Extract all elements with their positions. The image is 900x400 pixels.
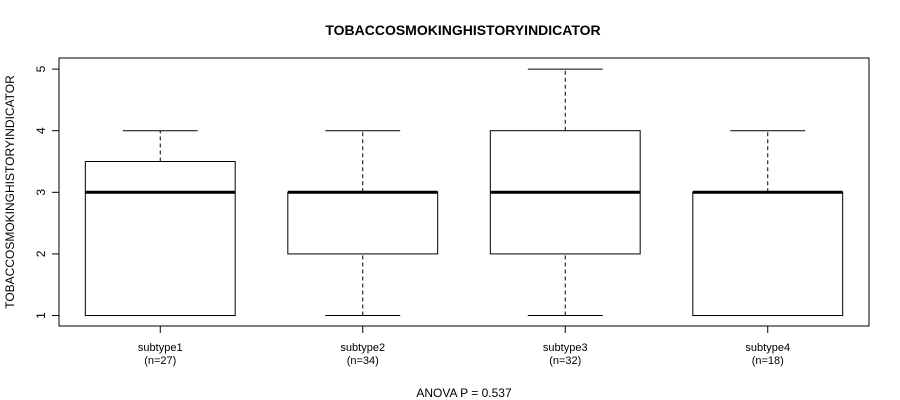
x-tick-label: subtype3 — [543, 342, 588, 354]
box-subtype4 — [692, 130, 844, 333]
iqr-box — [84, 161, 236, 317]
box-subtype1 — [84, 130, 236, 333]
x-tick-label: subtype4 — [745, 342, 790, 354]
y-tick-label: 5 — [34, 65, 48, 72]
box-subtype3 — [489, 68, 641, 333]
box-subtype2 — [287, 130, 439, 333]
x-tick-label: subtype2 — [340, 342, 385, 354]
y-axis-label: TOBACCOSMOKINGHISTORYINDICATOR — [3, 75, 17, 309]
anova-footer: ANOVA P = 0.537 — [416, 386, 512, 400]
x-tick-labels: subtype1(n=27) subtype2(n=34) subtype3(n=3… — [138, 342, 790, 367]
y-ticks: 1 2 3 4 5 — [34, 65, 59, 319]
iqr-box — [287, 191, 439, 255]
iqr-box — [692, 191, 844, 317]
x-count-label: (n=27) — [144, 355, 176, 367]
y-tick-label: 2 — [34, 250, 48, 257]
y-tick-label: 4 — [34, 127, 48, 134]
y-tick-label: 1 — [34, 312, 48, 319]
x-count-label: (n=32) — [549, 355, 581, 367]
y-tick-label: 3 — [34, 189, 48, 196]
x-count-label: (n=34) — [347, 355, 379, 367]
x-tick-label: subtype1 — [138, 342, 183, 354]
boxes — [84, 68, 844, 333]
chart-title: TOBACCOSMOKINGHISTORYINDICATOR — [325, 22, 600, 38]
x-count-label: (n=18) — [752, 355, 784, 367]
